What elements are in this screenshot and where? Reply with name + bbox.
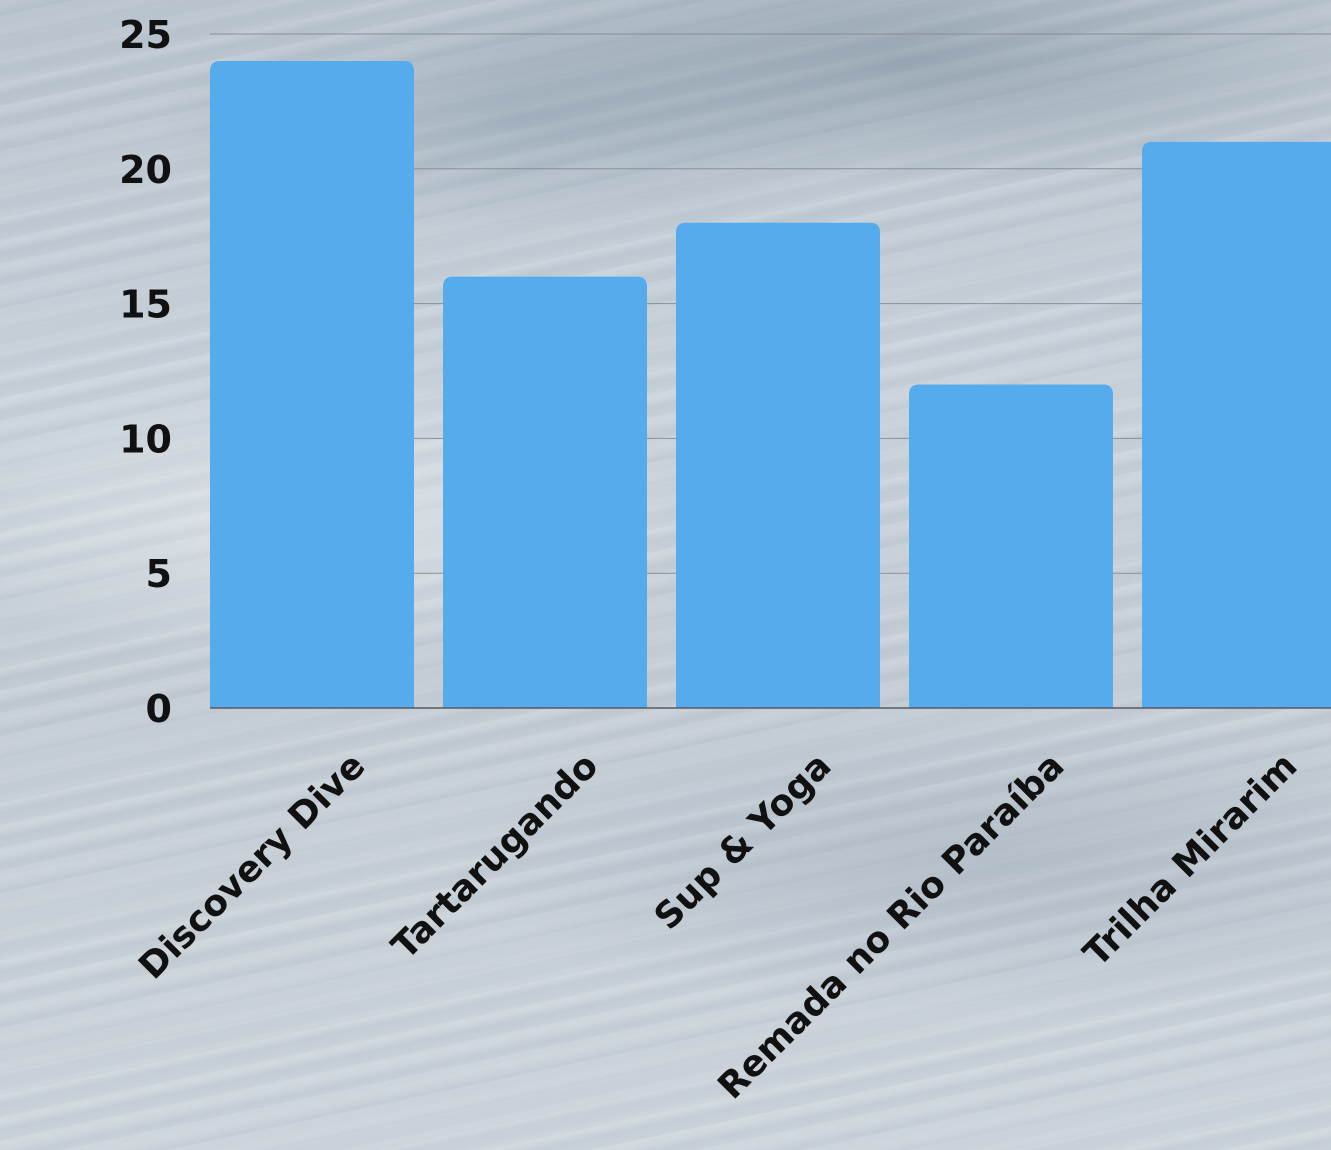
y-tick-label-15: 15 (119, 283, 172, 327)
y-tick-label-10: 10 (119, 417, 172, 461)
y-tick-label-0: 0 (146, 687, 172, 731)
x-tick-label-sup-yoga: Sup & Yoga (647, 745, 840, 938)
y-tick-label-20: 20 (119, 148, 172, 192)
y-tick-label-5: 5 (146, 552, 172, 596)
bar-remada-no-rio-para-ba (909, 384, 1113, 708)
bar-trilha-mirarim (1142, 141, 1331, 708)
bars (210, 60, 1331, 708)
bar-tartarugando (443, 276, 647, 708)
x-axis-labels: Discovery Dive Tartarugando Sup & YogaRema… (131, 745, 1305, 1107)
y-axis-ticks: 0 5 10 15 20 25 (119, 13, 172, 731)
bar-sup-yoga (676, 222, 880, 708)
x-tick-label-discovery-dive: Discovery Dive (131, 745, 373, 987)
y-tick-label-25: 25 (119, 13, 172, 57)
x-tick-label-trilha-mirarim: Trilha Mirarim (1076, 745, 1305, 974)
x-tick-label-tartarugando: Tartarugando (384, 745, 606, 967)
bar-discovery-dive (210, 60, 414, 708)
